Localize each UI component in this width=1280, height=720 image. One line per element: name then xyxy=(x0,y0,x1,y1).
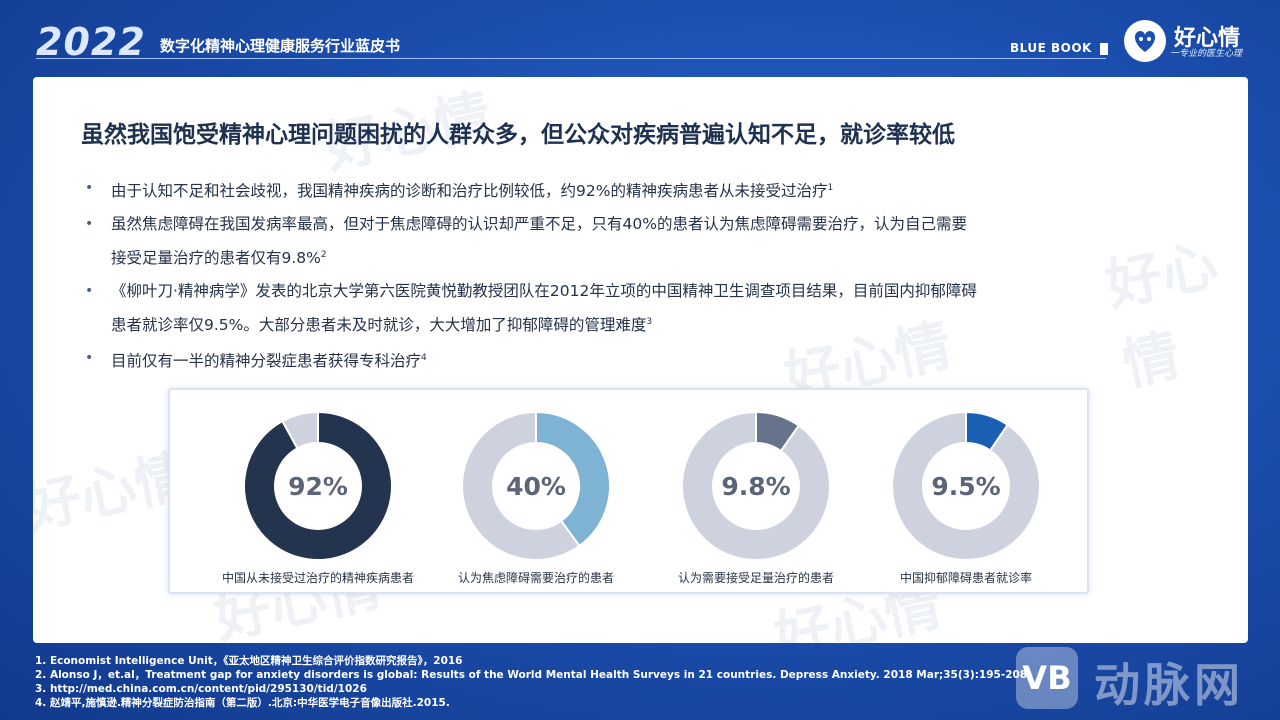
bullet-item: 由于认知不足和社会歧视，我国精神疾病的诊断和治疗比例较低，约92%的精神疾病患者… xyxy=(81,173,1201,207)
source-badge: VB xyxy=(1016,647,1078,709)
donut-value-label: 92% xyxy=(288,472,348,501)
donut-remainder-slice xyxy=(461,410,581,561)
donut-chart: 40% 认为焦虑障碍需要治疗的患者 xyxy=(458,410,614,585)
heart-logo-icon xyxy=(1124,20,1166,62)
bullet-text-cont: 患者就诊率仅9.5%。大部分患者未及时就诊，大大增加了抑郁障碍的管理难度 xyxy=(111,316,647,335)
donut-category-label: 中国从未接受过治疗的精神疾病患者 xyxy=(222,570,414,585)
donut-value-slice xyxy=(243,410,393,561)
brand-logo: 好心情 一专业的医生心理 xyxy=(1122,18,1272,64)
logo-text: 好心情 xyxy=(1174,26,1241,51)
source-name: 动脉网 xyxy=(1094,658,1244,712)
footnote: 4. 赵靖平,施慎逊.精神分裂症防治指南（第二版）.北京:中华医学电子音像出版社… xyxy=(35,697,450,709)
bullet-item: 目前仅有一半的精神分裂症患者获得专科治疗4 xyxy=(81,343,1201,377)
report-subtitle: 数字化精神心理健康服务行业蓝皮书 xyxy=(160,37,401,55)
reference-marker: 1 xyxy=(827,183,834,193)
donut-value-label: 40% xyxy=(506,472,566,501)
footnote: 1. Economist Intelligence Unit，《亚太地区精神卫生… xyxy=(35,655,463,667)
footnote: 3. http://med.china.com.cn/content/pid/2… xyxy=(35,683,367,695)
source-watermark: VB 动脉网 xyxy=(1012,645,1272,715)
donut-chart: 9.8% 认为需要接受足量治疗的患者 xyxy=(678,410,834,585)
bullet-text-cont: 接受足量治疗的患者仅有9.8% xyxy=(111,249,321,268)
donut-value-label: 9.8% xyxy=(721,472,790,501)
bullet-text: 《柳叶刀·精神病学》发表的北京大学第六医院黄悦勤教授团队在2012年立项的中国精… xyxy=(111,282,977,301)
donut-chart: 92% 中国从未接受过治疗的精神疾病患者 xyxy=(222,410,414,585)
bullet-text: 目前仅有一半的精神分裂症患者获得专科治疗 xyxy=(111,352,422,371)
bluebook-label: BLUE BOOK xyxy=(1010,41,1092,55)
footnotes: 1. Economist Intelligence Unit，《亚太地区精神卫生… xyxy=(35,654,1031,710)
donut-value-slice xyxy=(755,410,801,453)
bullet-item: 《柳叶刀·精神病学》发表的北京大学第六医院黄悦勤教授团队在2012年立项的中国精… xyxy=(81,276,1201,341)
page-header: 2022 数字化精神心理健康服务行业蓝皮书 BLUE BOOK 好心情 一专业的… xyxy=(0,0,1280,70)
donut-category-label: 认为需要接受足量治疗的患者 xyxy=(678,570,834,585)
footnote: 2. Alonso J，et.al，Treatment gap for anxi… xyxy=(35,669,1032,681)
bullet-item: 虽然焦虑障碍在我国发病率最高，但对于焦虑障碍的认识却严重不足，只有40%的患者认… xyxy=(81,209,1201,274)
donut-chart: 9.5% 中国抑郁障碍患者就诊率 xyxy=(891,410,1041,585)
slide-title: 虽然我国饱受精神心理问题困扰的人群众多，但公众对疾病普遍认知不足，就诊率较低 xyxy=(81,122,955,148)
donut-value-slice xyxy=(965,410,1009,452)
bullet-list: 由于认知不足和社会歧视，我国精神疾病的诊断和治疗比例较低，约92%的精神疾病患者… xyxy=(81,173,1201,380)
report-year: 2022 xyxy=(36,20,146,64)
bullet-text: 虽然焦虑障碍在我国发病率最高，但对于焦虑障碍的认识却严重不足，只有40%的患者认… xyxy=(111,215,967,234)
donut-category-label: 中国抑郁障碍患者就诊率 xyxy=(900,570,1032,585)
donut-charts-panel: 92% 中国从未接受过治疗的精神疾病患者 40% 认为焦虑障碍需要治疗的患者 9.8% 认… xyxy=(168,388,1089,594)
content-card: 好心情 好心情 好心情 好心情 好心情 好心情 虽然我国饱受精神心理问题困扰的人… xyxy=(33,77,1248,643)
donut-remainder-slice xyxy=(681,410,831,561)
reference-marker: 3 xyxy=(646,317,653,328)
header-divider xyxy=(36,58,1106,59)
donut-remainder-slice xyxy=(891,410,1041,561)
reference-marker: 4 xyxy=(421,353,427,364)
bluebook-marker xyxy=(1100,43,1108,55)
donut-charts: 92% 中国从未接受过治疗的精神疾病患者 40% 认为焦虑障碍需要治疗的患者 9.8% 认… xyxy=(222,410,1041,585)
logo-subtext: 一专业的医生心理 xyxy=(1170,49,1243,59)
reference-marker: 2 xyxy=(320,250,327,261)
donut-value-slice xyxy=(535,410,611,548)
donut-value-label: 9.5% xyxy=(931,472,1000,501)
donut-category-label: 认为焦虑障碍需要治疗的患者 xyxy=(458,570,614,585)
bullet-text: 由于认知不足和社会歧视，我国精神疾病的诊断和治疗比例较低，约92%的精神疾病患者… xyxy=(111,182,828,201)
